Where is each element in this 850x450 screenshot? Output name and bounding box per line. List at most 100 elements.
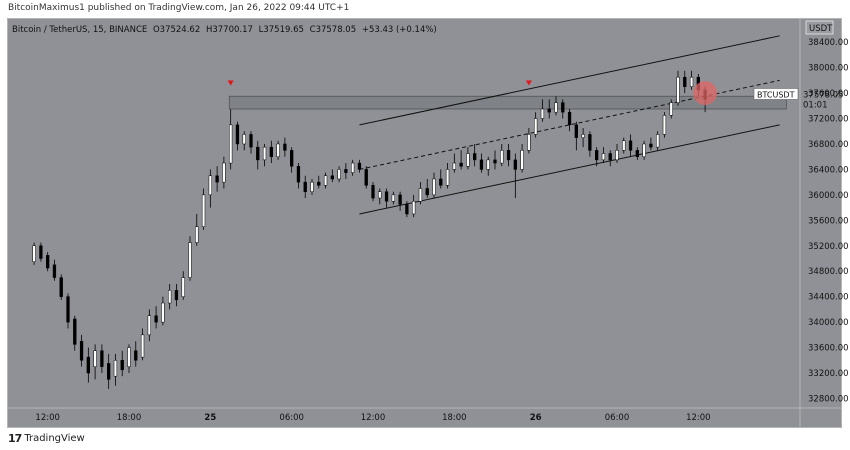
x-tick-label: 06:00 bbox=[605, 413, 630, 423]
candle-body bbox=[107, 363, 111, 380]
candle-body bbox=[622, 140, 626, 151]
x-tick-label: 12:00 bbox=[35, 413, 60, 423]
candle-body bbox=[547, 108, 551, 113]
candle-body bbox=[161, 302, 165, 323]
tradingview-logo-icon: 17 bbox=[8, 432, 22, 445]
candle-body bbox=[588, 134, 592, 151]
candle-body bbox=[662, 115, 667, 135]
candle-body bbox=[310, 181, 314, 192]
candle-body bbox=[351, 162, 355, 173]
candle-body bbox=[540, 108, 545, 119]
symbol-tag: BTCUSDT bbox=[757, 90, 795, 99]
y-tick-label: 35600.00 bbox=[808, 216, 849, 226]
candle-body bbox=[398, 194, 402, 205]
candle-body bbox=[73, 318, 77, 345]
candle-body bbox=[113, 360, 118, 377]
candle-body bbox=[174, 290, 179, 301]
candle-body bbox=[86, 356, 90, 374]
y-tick-label: 36400.00 bbox=[808, 165, 849, 175]
candle-body bbox=[330, 175, 334, 180]
candle-body bbox=[52, 264, 57, 278]
candle-body bbox=[134, 350, 138, 361]
candle-body bbox=[635, 150, 639, 157]
candle-body bbox=[642, 143, 646, 157]
candle-body bbox=[669, 102, 673, 116]
candle-body bbox=[567, 111, 572, 126]
candle-body bbox=[79, 340, 84, 361]
candle-body bbox=[459, 162, 463, 167]
candle-body bbox=[412, 200, 416, 215]
y-tick-label: 36800.00 bbox=[808, 140, 849, 150]
candle-body bbox=[222, 162, 226, 183]
close-label: C bbox=[309, 25, 316, 35]
low-label: L bbox=[258, 25, 264, 35]
tradingview-wordmark: TradingView bbox=[24, 433, 85, 444]
x-tick-label: 18:00 bbox=[442, 413, 467, 423]
ohlc-legend: Bitcoin / TetherUS, 15, BINANCE O37524.6… bbox=[12, 25, 440, 35]
candle-body bbox=[391, 194, 395, 202]
candle-body bbox=[384, 191, 389, 202]
x-tick-label: 06:00 bbox=[279, 413, 304, 423]
candle-body bbox=[303, 181, 307, 192]
low-value: 37519.65 bbox=[263, 25, 304, 35]
red-marker-icon bbox=[227, 80, 234, 86]
candle-body bbox=[534, 118, 538, 135]
candle-body bbox=[290, 150, 294, 167]
candle-body bbox=[188, 242, 192, 278]
x-tick-label: 18:00 bbox=[117, 413, 142, 423]
open-value: 37524.62 bbox=[159, 25, 201, 35]
candle-body bbox=[229, 124, 233, 164]
candle-body bbox=[168, 290, 172, 304]
candle-body bbox=[323, 175, 328, 186]
candle-body bbox=[296, 165, 301, 183]
currency-label: USDT bbox=[809, 24, 833, 34]
candle-body bbox=[337, 169, 341, 180]
candle-body bbox=[147, 315, 151, 336]
candle-body bbox=[39, 245, 43, 259]
candle-body bbox=[357, 162, 362, 170]
y-tick-label: 37600.00 bbox=[808, 89, 849, 99]
y-tick-label: 34000.00 bbox=[808, 318, 849, 328]
candle-body bbox=[120, 360, 124, 371]
channel-lower-line[interactable] bbox=[359, 124, 780, 215]
candle-body bbox=[283, 143, 287, 151]
y-tick-label: 34800.00 bbox=[808, 267, 849, 277]
channel-upper-line[interactable] bbox=[359, 35, 780, 126]
candle-body bbox=[561, 102, 565, 113]
candle-body bbox=[100, 350, 104, 367]
candle-body bbox=[46, 255, 50, 269]
x-tick-label: 26 bbox=[530, 413, 542, 423]
candle-body bbox=[615, 150, 619, 161]
symbol-label[interactable]: Bitcoin / TetherUS, 15, BINANCE bbox=[12, 25, 148, 35]
candle-body bbox=[405, 204, 409, 215]
candle-body bbox=[466, 153, 470, 167]
red-marker-icon bbox=[525, 80, 532, 86]
candle-body bbox=[364, 169, 368, 186]
candle-body bbox=[500, 150, 504, 164]
tradingview-brand[interactable]: 17 TradingView bbox=[8, 432, 85, 445]
candle-body bbox=[445, 169, 450, 186]
candle-body bbox=[601, 153, 606, 161]
candle-body bbox=[154, 315, 158, 323]
y-tick-label: 33200.00 bbox=[808, 369, 849, 379]
candle-body bbox=[269, 146, 273, 157]
y-tick-label: 35200.00 bbox=[808, 242, 849, 252]
published-header: BitcoinMaximus1 published on TradingView… bbox=[8, 3, 350, 13]
candle-body bbox=[676, 76, 680, 103]
candle-body bbox=[66, 296, 70, 323]
candle-body bbox=[215, 175, 219, 183]
candle-body bbox=[527, 134, 531, 151]
candle-body bbox=[235, 124, 240, 145]
candle-body bbox=[418, 188, 423, 202]
candle-body bbox=[59, 277, 63, 297]
candle-body bbox=[493, 159, 497, 164]
candle-body bbox=[581, 134, 585, 138]
symbol-tag-bg[interactable] bbox=[753, 88, 799, 100]
candle-body bbox=[683, 76, 687, 87]
candle-body bbox=[201, 194, 206, 227]
y-tick-label: 34400.00 bbox=[808, 293, 849, 303]
currency-badge[interactable] bbox=[805, 20, 834, 35]
candle-body bbox=[344, 169, 348, 173]
candle-body bbox=[242, 134, 246, 145]
